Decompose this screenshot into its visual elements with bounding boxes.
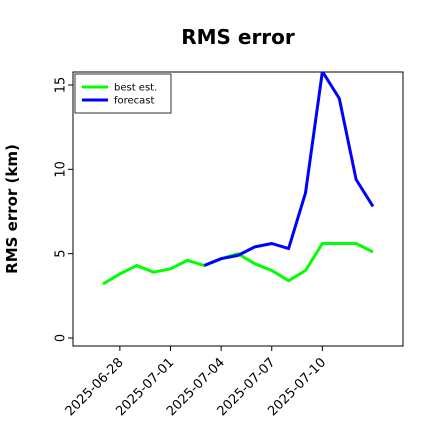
plot-frame (72, 71, 404, 347)
y-tick-label: 5 (54, 250, 69, 258)
legend: best est. forecast (74, 73, 172, 114)
legend-label: forecast (114, 96, 155, 107)
y-tick-label: 0 (54, 334, 69, 342)
series-line-best-est (102, 242, 374, 286)
y-axis-label: RMS error (km) (3, 144, 21, 274)
chart-title: RMS error (181, 25, 295, 49)
legend-label: best est. (114, 83, 157, 94)
series-line-forecast (203, 72, 375, 267)
plot-area: 0510152025-06-282025-07-012025-07-042025… (54, 71, 404, 419)
y-tick-label: 15 (54, 77, 69, 94)
y-tick-label: 10 (54, 161, 69, 178)
legend-box (74, 73, 172, 114)
